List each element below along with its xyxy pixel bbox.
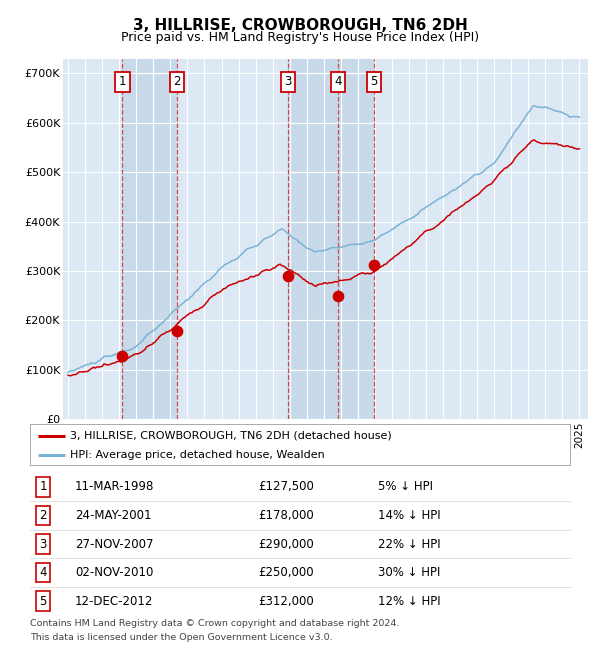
Point: [369, 260, 379, 270]
Text: 4: 4: [40, 566, 47, 579]
Point: [334, 291, 343, 301]
Text: 2: 2: [173, 75, 181, 88]
Text: HPI: Average price, detached house, Wealden: HPI: Average price, detached house, Weal…: [71, 450, 325, 460]
Bar: [122, 58, 177, 419]
Text: Price paid vs. HM Land Registry's House Price Index (HPI): Price paid vs. HM Land Registry's House …: [121, 31, 479, 44]
Text: 3: 3: [40, 538, 47, 551]
Text: 1: 1: [119, 75, 126, 88]
Text: 3: 3: [284, 75, 292, 88]
Text: 3, HILLRISE, CROWBOROUGH, TN6 2DH: 3, HILLRISE, CROWBOROUGH, TN6 2DH: [133, 18, 467, 32]
Text: 5% ↓ HPI: 5% ↓ HPI: [378, 480, 433, 493]
Bar: [288, 58, 374, 419]
Text: 1: 1: [40, 480, 47, 493]
Text: 12-DEC-2012: 12-DEC-2012: [75, 595, 154, 608]
Text: 27-NOV-2007: 27-NOV-2007: [75, 538, 154, 551]
Text: 5: 5: [370, 75, 378, 88]
Text: 2: 2: [40, 509, 47, 522]
Text: £290,000: £290,000: [258, 538, 314, 551]
Text: 24-MAY-2001: 24-MAY-2001: [75, 509, 151, 522]
Text: £178,000: £178,000: [258, 509, 314, 522]
Text: 14% ↓ HPI: 14% ↓ HPI: [378, 509, 440, 522]
Point: [118, 351, 127, 361]
Text: 11-MAR-1998: 11-MAR-1998: [75, 480, 154, 493]
Text: £312,000: £312,000: [258, 595, 314, 608]
Point: [283, 271, 293, 281]
Text: Contains HM Land Registry data © Crown copyright and database right 2024.: Contains HM Land Registry data © Crown c…: [30, 619, 400, 628]
Point: [172, 326, 182, 337]
Text: 22% ↓ HPI: 22% ↓ HPI: [378, 538, 440, 551]
Text: 5: 5: [40, 595, 47, 608]
Text: 02-NOV-2010: 02-NOV-2010: [75, 566, 154, 579]
Text: This data is licensed under the Open Government Licence v3.0.: This data is licensed under the Open Gov…: [30, 633, 332, 642]
Text: 30% ↓ HPI: 30% ↓ HPI: [378, 566, 440, 579]
Text: £127,500: £127,500: [258, 480, 314, 493]
Text: 4: 4: [334, 75, 342, 88]
Text: 12% ↓ HPI: 12% ↓ HPI: [378, 595, 440, 608]
Text: £250,000: £250,000: [258, 566, 314, 579]
Text: 3, HILLRISE, CROWBOROUGH, TN6 2DH (detached house): 3, HILLRISE, CROWBOROUGH, TN6 2DH (detac…: [71, 431, 392, 441]
